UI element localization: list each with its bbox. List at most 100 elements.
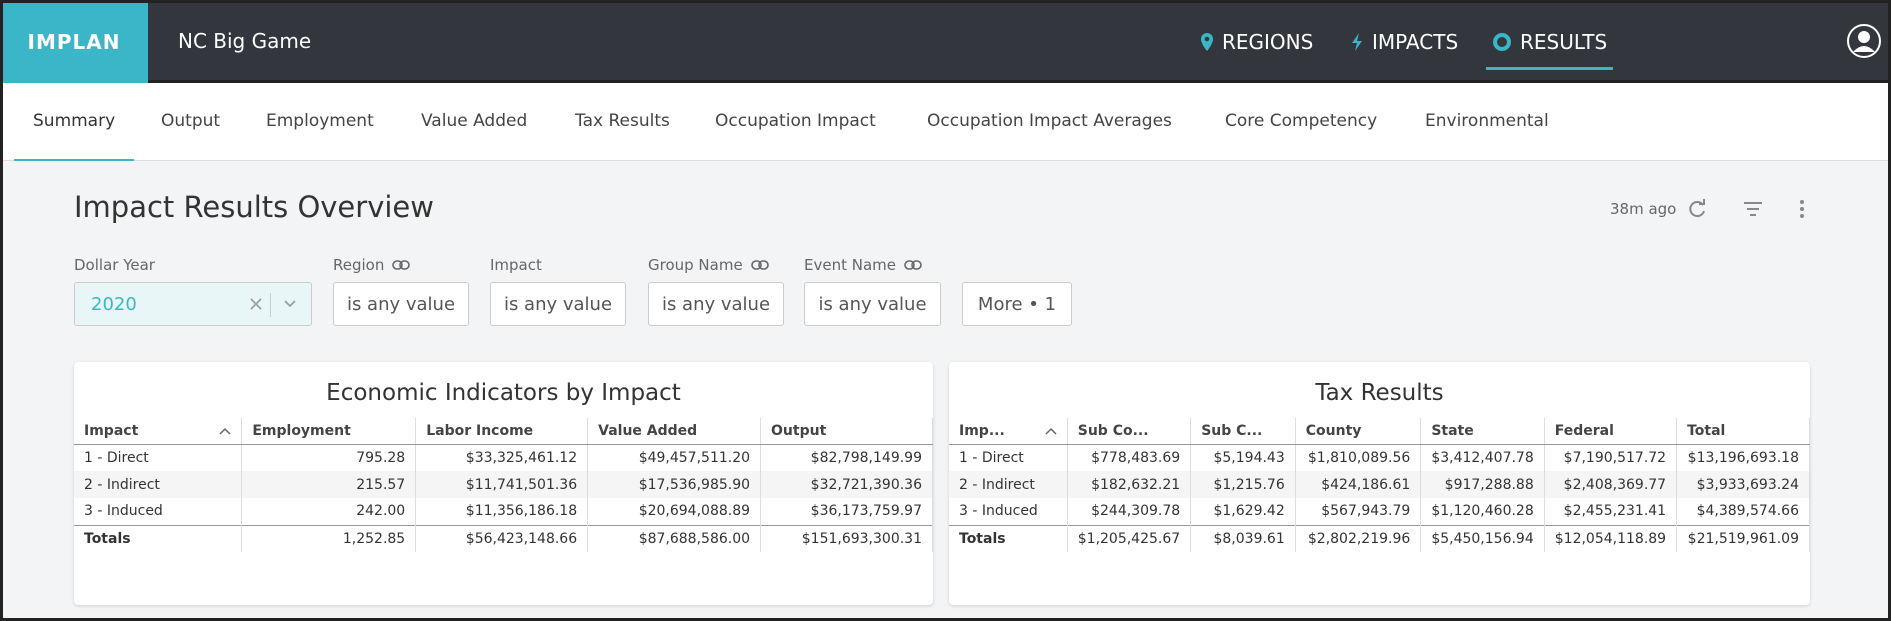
tab[interactable]: Core Competency bbox=[1225, 111, 1378, 131]
column-header[interactable]: State bbox=[1420, 418, 1545, 445]
total-cell: $5,450,156.94 bbox=[1420, 524, 1545, 552]
tab[interactable]: Output bbox=[161, 111, 221, 131]
column-header-text: Total bbox=[1687, 422, 1726, 439]
column-header[interactable]: Total bbox=[1676, 418, 1810, 445]
cell: $7,190,517.72 bbox=[1544, 444, 1678, 471]
filter-value: is any value bbox=[503, 293, 613, 315]
page-title: Impact Results Overview bbox=[74, 190, 434, 224]
table-row: 1 - Direct 795.28 $33,325,461.12 $49,457,51… bbox=[74, 444, 933, 471]
cell: $17,536,985.90 bbox=[587, 471, 762, 498]
updated: 38m ago bbox=[1610, 200, 1677, 218]
nav-item[interactable]: REGIONS bbox=[1200, 0, 1313, 83]
column-header[interactable]: County bbox=[1295, 418, 1422, 445]
cell: 3 - Induced bbox=[949, 498, 1068, 525]
cell: 3 - Induced bbox=[74, 498, 243, 525]
refresh-icon[interactable] bbox=[1686, 198, 1708, 220]
filter-label-text: Impact bbox=[490, 256, 542, 274]
total-cell: $1,205,425.67 bbox=[1067, 524, 1192, 552]
column-header-text: Federal bbox=[1554, 422, 1614, 439]
cell: $32,721,390.36 bbox=[760, 471, 933, 498]
total-cell: $87,688,586.00 bbox=[587, 524, 762, 552]
cell: $567,943.79 bbox=[1295, 498, 1422, 525]
column-header[interactable]: Labor Income bbox=[415, 418, 589, 445]
cell: $5,194.43 bbox=[1190, 444, 1296, 471]
cell: 2 - Indirect bbox=[949, 471, 1068, 498]
filter-label-text: Region bbox=[333, 256, 385, 274]
nav-item[interactable]: IMPACTS bbox=[1350, 0, 1458, 83]
column-header[interactable]: Employment bbox=[241, 418, 417, 445]
menu-icon[interactable] bbox=[1796, 198, 1808, 220]
more-filters[interactable]: More • 1 bbox=[962, 282, 1072, 326]
data-table: Impact Employment Labor Income Value Added O… bbox=[74, 418, 933, 552]
filter-label: Region bbox=[333, 256, 411, 274]
cell: 1 - Direct bbox=[74, 444, 243, 471]
total-cell: $21,519,961.09 bbox=[1676, 524, 1810, 552]
filter-label: Impact bbox=[490, 256, 542, 274]
column-header[interactable]: Value Added bbox=[587, 418, 762, 445]
column-header[interactable]: Sub C... bbox=[1190, 418, 1296, 445]
column-header[interactable]: Sub Co... bbox=[1067, 418, 1192, 445]
tab[interactable]: Occupation Impact Averages bbox=[927, 111, 1172, 131]
filter-label: Dollar Year bbox=[74, 256, 155, 274]
filter-box[interactable]: is any value bbox=[333, 282, 469, 326]
tab[interactable]: Tax Results bbox=[575, 111, 670, 131]
tab[interactable]: Environmental bbox=[1425, 111, 1549, 131]
cell: $1,120,460.28 bbox=[1420, 498, 1545, 525]
cell: $3,933,693.24 bbox=[1676, 471, 1810, 498]
filter-value: is any value bbox=[346, 293, 456, 315]
column-header-text: Output bbox=[771, 422, 827, 439]
totals-row: Totals 1,252.85 $56,423,148.66 $87,688,586.… bbox=[74, 524, 933, 552]
total-cell: $56,423,148.66 bbox=[415, 524, 589, 552]
cell: 242.00 bbox=[241, 498, 417, 525]
cell: $11,356,186.18 bbox=[415, 498, 589, 525]
filter-box[interactable]: 2020 bbox=[74, 282, 312, 326]
cell: $2,408,369.77 bbox=[1544, 471, 1678, 498]
cell: 795.28 bbox=[241, 444, 417, 471]
nav-item[interactable]: RESULTS bbox=[1486, 0, 1614, 83]
filter-box[interactable]: is any value bbox=[804, 282, 941, 326]
profile-icon[interactable] bbox=[1846, 23, 1882, 59]
tab[interactable]: Value Added bbox=[421, 111, 528, 131]
cell: $424,186.61 bbox=[1295, 471, 1422, 498]
table-row: 1 - Direct $778,483.69 $5,194.43 $1,810,089… bbox=[949, 444, 1810, 471]
card-title: Economic Indicators by Impact bbox=[326, 380, 681, 406]
table-row: 3 - Induced $244,309.78 $1,629.42 $567,943.… bbox=[949, 498, 1810, 525]
column-header[interactable]: Federal bbox=[1544, 418, 1678, 445]
column-header[interactable]: Imp... bbox=[949, 418, 1068, 445]
cell: $49,457,511.20 bbox=[587, 444, 762, 471]
column-header-text: Impact bbox=[84, 422, 139, 439]
logo[interactable]: IMPLAN bbox=[0, 0, 148, 83]
filter-box[interactable]: is any value bbox=[648, 282, 784, 326]
table-row: 3 - Induced 242.00 $11,356,186.18 $20,694,0… bbox=[74, 498, 933, 525]
column-header-text: State bbox=[1431, 422, 1474, 439]
cell: $1,215.76 bbox=[1190, 471, 1296, 498]
column-header-text: Sub Co... bbox=[1077, 422, 1149, 439]
tab[interactable]: Employment bbox=[266, 111, 374, 131]
total-cell: 1,252.85 bbox=[241, 524, 417, 552]
cell: $182,632.21 bbox=[1067, 471, 1192, 498]
column-header[interactable]: Output bbox=[760, 418, 933, 445]
filter-icon[interactable] bbox=[1742, 200, 1764, 218]
header-row: Impact Employment Labor Income Value Added O… bbox=[74, 418, 933, 445]
tab[interactable]: Summary bbox=[14, 111, 135, 161]
total-cell: $151,693,300.31 bbox=[760, 524, 933, 552]
filter-value: is any value bbox=[818, 293, 927, 315]
cell: $13,196,693.18 bbox=[1676, 444, 1810, 471]
tab-bar: Summary Output Employment Value Added Tax Re… bbox=[0, 83, 1891, 161]
tab[interactable]: Occupation Impact bbox=[715, 111, 876, 131]
filter-box[interactable]: is any value bbox=[490, 282, 626, 326]
table-row: 2 - Indirect 215.57 $11,741,501.36 $17,536,… bbox=[74, 471, 933, 498]
card: Economic Indicators by Impact Impact Emplo… bbox=[74, 362, 933, 605]
cell: $244,309.78 bbox=[1067, 498, 1192, 525]
nav-label: IMPACTS bbox=[1372, 29, 1459, 54]
column-header-text: County bbox=[1305, 422, 1362, 439]
total-cell: Totals bbox=[949, 524, 1068, 552]
nav-underline bbox=[1486, 67, 1614, 70]
filter-value: 2020 bbox=[91, 293, 137, 315]
nav-label: REGIONS bbox=[1222, 29, 1314, 54]
column-header[interactable]: Impact bbox=[74, 418, 243, 445]
tab-underline bbox=[14, 159, 135, 161]
column-header-text: Sub C... bbox=[1201, 422, 1263, 439]
header-row: Imp... Sub Co... Sub C... County State Federa… bbox=[949, 418, 1810, 445]
